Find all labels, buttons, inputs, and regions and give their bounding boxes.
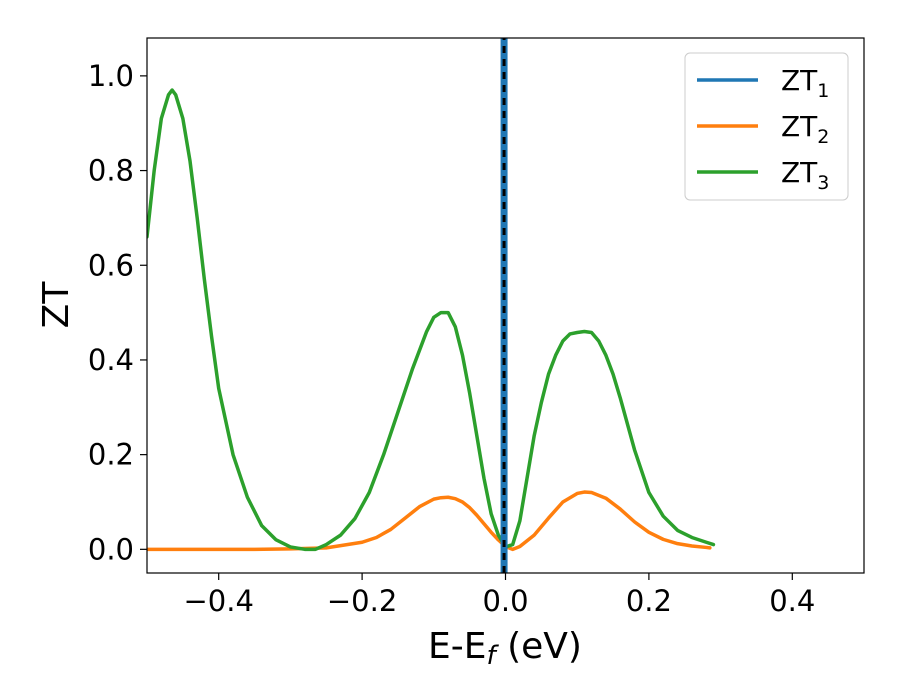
y-tick-label: 0.0: [88, 532, 134, 566]
y-axis-label: ZT: [36, 281, 77, 329]
x-tick-label: −0.4: [183, 584, 253, 618]
legend-box: [684, 52, 849, 201]
y-axis-ticks: 0.0 0.2 0.4 0.6 0.8 1.0: [88, 59, 147, 566]
legend-entry-zt2: ZT2: [781, 110, 829, 148]
y-tick-label: 1.0: [88, 59, 134, 93]
y-tick-label: 0.6: [88, 248, 134, 282]
legend-entry-zt3: ZT3: [781, 156, 829, 194]
x-tick-label: −0.2: [327, 584, 397, 618]
x-tick-label: 0.4: [769, 584, 815, 618]
x-tick-label: 0.0: [482, 584, 528, 618]
series-line-zt2: [147, 490, 712, 552]
x-tick-label: 0.2: [626, 584, 672, 618]
x-axis-label: E-Ef (eV): [428, 626, 582, 671]
legend-entry-zt1: ZT1: [781, 64, 829, 102]
y-tick-label: 0.4: [88, 343, 134, 377]
x-axis-ticks: −0.4 −0.2 0.0 0.2 0.4: [183, 573, 815, 618]
y-tick-label: 0.2: [88, 438, 134, 472]
y-tick-label: 0.8: [88, 154, 134, 188]
series-line-zt3: [147, 88, 716, 552]
legend: ZT1 ZT2 ZT3: [684, 52, 849, 201]
series-layer: [147, 88, 716, 552]
